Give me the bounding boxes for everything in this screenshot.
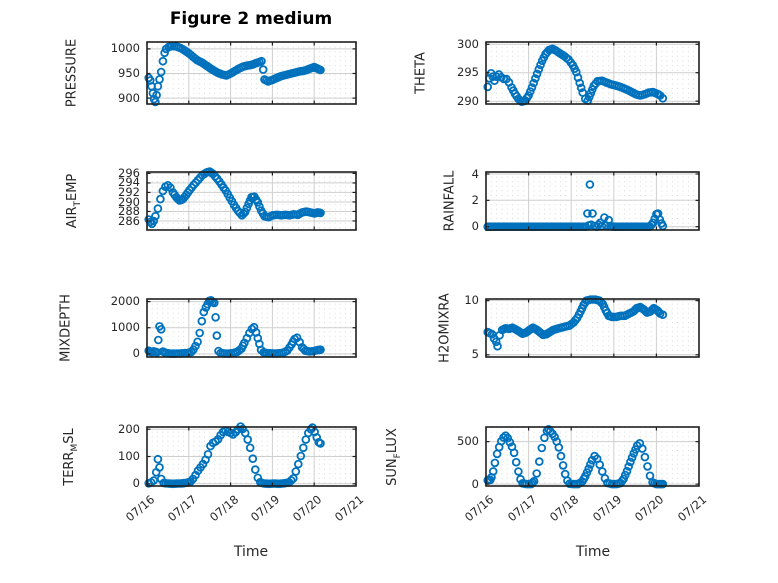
x-axis-label-left: Time [233,544,269,560]
y-tick-label: 0 [471,476,479,491]
y-tick-label: 292 [118,184,140,199]
axes-frame [485,426,700,487]
subplot-mixdepth [144,295,357,358]
subplot-sun-flux [483,424,700,489]
y-tick-label: 1000 [110,320,140,335]
y-tick-label: 950 [118,66,140,80]
y-tick-label: 295 [457,65,479,80]
y-tick-label: 500 [457,434,479,449]
tick-marks [485,427,700,486]
series-markers [144,167,325,229]
y-tick-label: 290 [118,194,140,209]
subplot-pressure [144,41,357,107]
y-axis-label-mixdepth: MIXDEPTH [58,294,74,362]
tick-marks [485,172,700,230]
axes-frame [485,298,700,358]
y-tick-label: 294 [118,175,140,190]
tick-marks [146,427,357,486]
y-tick-label: 900 [118,90,140,105]
series-markers [483,424,668,489]
tick-marks [146,172,357,230]
series-markers [144,295,325,358]
subplot-air-temp [144,167,357,231]
x-axis-label-right: Time [575,544,611,560]
series-markers [144,422,325,489]
y-tick-label: 0 [132,476,140,491]
subplot-theta [483,41,700,106]
series-markers [483,295,668,351]
y-axis-label-sun-flux: SUNFLUX [385,427,403,486]
y-axis-label-pressure: PRESSURE [64,38,80,108]
y-axis-label-rainfall: RAINFALL [442,170,458,232]
series-markers [483,44,668,106]
y-tick-label: 0 [132,346,140,361]
series-markers [144,41,325,107]
y-tick-label: 5 [471,347,479,362]
y-tick-label: 288 [118,204,140,218]
y-axis-label-theta: THETA [413,52,429,94]
y-axis-label-h2omixra: H2OMIXRA [437,293,453,363]
tick-marks [146,42,357,104]
tick-marks [485,299,700,357]
subplot-h2omixra [483,295,700,358]
subplot-rainfall [483,171,700,232]
y-tick-label: 2 [471,192,479,207]
y-tick-label: 100 [118,449,140,463]
y-tick-label: 0 [471,219,479,234]
axes-frame [485,171,700,231]
figure-title: Figure 2 medium [169,9,333,29]
y-tick-label: 10 [464,293,479,308]
y-tick-label: 200 [118,421,140,436]
series-markers [483,180,668,232]
tick-marks [485,42,700,104]
y-axis-label-terr-msl: TERRMSL [62,427,80,486]
y-axis-label-air-temp: AIRTEMP [65,173,83,229]
y-tick-label: 1000 [110,41,140,56]
y-tick-label: 4 [471,166,479,181]
y-tick-label: 296 [118,165,140,180]
y-tick-label: 2000 [110,294,140,309]
y-tick-label: 290 [457,93,479,108]
y-tick-label: 300 [457,36,479,51]
subplot-terr-msl [144,422,357,489]
y-tick-label: 286 [118,213,140,228]
axes-frame [146,171,357,231]
tick-marks [146,299,357,357]
grid [485,172,700,230]
